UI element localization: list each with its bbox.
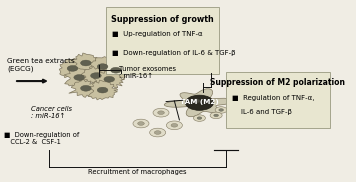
- Circle shape: [171, 124, 178, 127]
- Circle shape: [214, 114, 219, 117]
- Circle shape: [138, 122, 144, 125]
- Circle shape: [153, 108, 169, 117]
- Polygon shape: [64, 67, 94, 87]
- Circle shape: [155, 131, 161, 134]
- Polygon shape: [88, 80, 118, 100]
- Circle shape: [197, 117, 202, 119]
- Circle shape: [80, 85, 91, 91]
- Circle shape: [74, 75, 84, 80]
- Circle shape: [150, 128, 166, 137]
- Text: Suppression of growth: Suppression of growth: [111, 15, 214, 24]
- Polygon shape: [69, 79, 100, 97]
- Circle shape: [215, 107, 227, 113]
- Polygon shape: [103, 59, 130, 80]
- Polygon shape: [71, 53, 101, 73]
- Circle shape: [219, 109, 224, 111]
- Circle shape: [192, 99, 200, 103]
- Text: TAM (M2): TAM (M2): [180, 99, 219, 105]
- Circle shape: [166, 121, 182, 130]
- Text: Recruitment of macrophages: Recruitment of macrophages: [88, 169, 187, 175]
- Polygon shape: [94, 69, 125, 89]
- Text: ■  Up-regulation of TNF-α: ■ Up-regulation of TNF-α: [111, 31, 202, 37]
- Circle shape: [90, 73, 101, 78]
- Circle shape: [67, 66, 78, 71]
- Circle shape: [210, 112, 222, 119]
- Text: Suppression of M2 polarization: Suppression of M2 polarization: [210, 78, 345, 87]
- Circle shape: [111, 67, 121, 73]
- Polygon shape: [59, 58, 85, 79]
- Circle shape: [158, 111, 164, 114]
- Circle shape: [80, 60, 91, 66]
- Text: ■  Down-regulation of IL-6 & TGF-β: ■ Down-regulation of IL-6 & TGF-β: [111, 50, 235, 56]
- Text: ■  Regulation of TNF-α,: ■ Regulation of TNF-α,: [232, 95, 314, 101]
- Text: Tumor exosomes
: miR-16↑: Tumor exosomes : miR-16↑: [119, 66, 176, 79]
- Circle shape: [133, 119, 149, 128]
- Polygon shape: [89, 57, 115, 77]
- Polygon shape: [164, 89, 235, 117]
- Circle shape: [97, 64, 108, 70]
- Text: ■  Down-regulation of
   CCL-2 &  CSF-1: ■ Down-regulation of CCL-2 & CSF-1: [4, 132, 79, 145]
- Circle shape: [97, 87, 108, 93]
- Text: Cancer cells
: miR-16↑: Cancer cells : miR-16↑: [31, 106, 72, 119]
- Circle shape: [193, 115, 205, 121]
- Polygon shape: [79, 66, 110, 85]
- Circle shape: [185, 95, 214, 110]
- Circle shape: [104, 76, 115, 82]
- FancyBboxPatch shape: [226, 72, 330, 128]
- Text: IL-6 and TGF-β: IL-6 and TGF-β: [232, 109, 292, 115]
- Text: Green tea extracts
(EGCG): Green tea extracts (EGCG): [7, 58, 75, 72]
- FancyBboxPatch shape: [106, 7, 219, 74]
